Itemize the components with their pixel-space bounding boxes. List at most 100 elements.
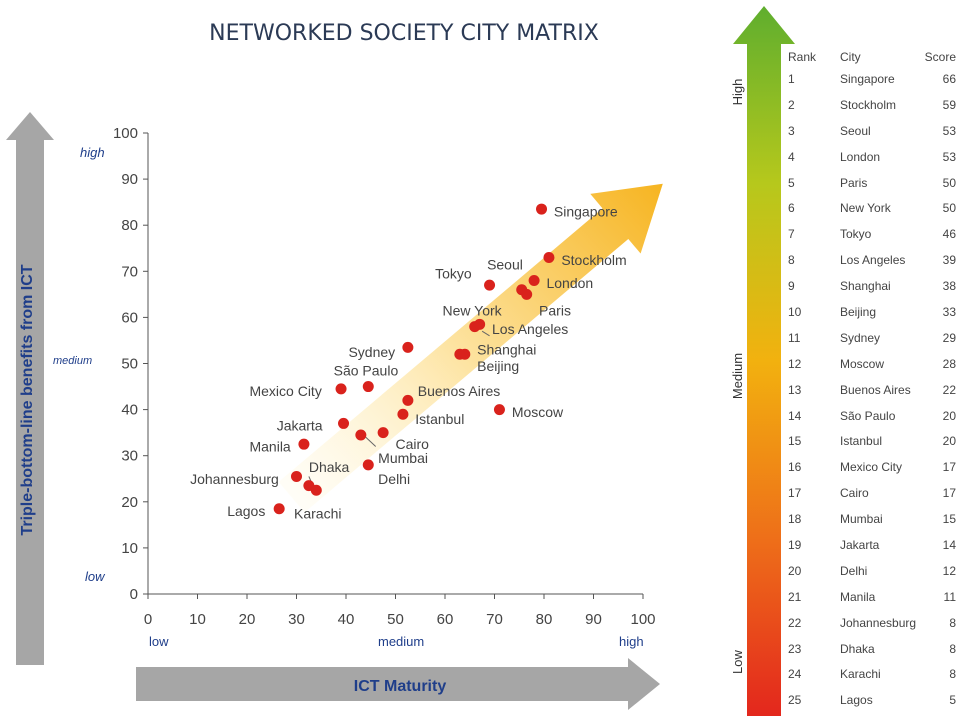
y-tick-label: 30	[121, 448, 138, 465]
city-cell: Jakarta	[840, 538, 880, 553]
rank-cell: 9	[788, 279, 795, 294]
chart-title: NETWORKED SOCIETY CITY MATRIX	[209, 21, 599, 46]
city-label: Tokyo	[435, 266, 472, 282]
city-point: Lagos	[273, 503, 285, 515]
city-point: Jakarta	[338, 417, 350, 429]
city-label: Seoul	[487, 256, 523, 272]
city-label: Stockholm	[561, 252, 626, 268]
rank-cell: 21	[788, 589, 802, 604]
city-cell: Shanghai	[840, 279, 891, 294]
score-cell: 66	[942, 72, 956, 86]
score-cell: 53	[942, 149, 956, 164]
city-label: Singapore	[554, 203, 618, 219]
city-label: Karachi	[294, 505, 341, 521]
y-tick-label: 100	[113, 125, 138, 142]
y-tick-label: 80	[121, 217, 138, 234]
score-cell: 50	[942, 201, 956, 216]
y-tick-label: 40	[121, 402, 138, 419]
rank-cell: 13	[788, 382, 802, 397]
x-axis-label: ICT Maturity	[354, 678, 447, 695]
y-tick-label: 0	[130, 586, 138, 603]
city-cell: Paris	[840, 175, 868, 190]
x-tick-label: 90	[585, 611, 602, 628]
ranking-row: 12 Moscow 28	[784, 355, 956, 381]
city-cell: Singapore	[840, 72, 895, 86]
city-point: Karachi	[310, 484, 322, 496]
score-cell: 22	[942, 382, 956, 397]
city-cell: Istanbul	[840, 434, 883, 449]
rank-cell: 2	[788, 97, 795, 112]
rank-cell: 7	[788, 227, 795, 242]
score-cell: 11	[943, 589, 956, 604]
x-level-low: low	[149, 634, 169, 649]
score-cell: 50	[942, 175, 956, 190]
city-cell: Sydney	[840, 330, 881, 345]
ranking-row: 13 Buenos Aires 22	[784, 381, 956, 407]
city-cell: Beijing	[840, 305, 877, 320]
x-tick-label: 10	[189, 611, 206, 628]
y-tick-label: 70	[121, 263, 138, 280]
score-cell: 53	[942, 123, 956, 138]
city-cell: London	[840, 149, 881, 164]
city-point: Sydney	[402, 341, 414, 353]
x-tick-label: 80	[536, 611, 553, 628]
ranking-row: 3 Seoul 53	[784, 122, 956, 148]
score-cell: 14	[942, 538, 956, 553]
score-scale-arrow	[733, 6, 795, 716]
y-level-medium: medium	[53, 355, 92, 367]
score-cell: 8	[949, 667, 956, 682]
ranking-row: 6 New York 50	[784, 199, 956, 225]
rank-cell: 6	[788, 201, 795, 216]
leader-line	[481, 330, 490, 337]
point-labels: SingaporeStockholmTokyoSeoulLondonParisN…	[190, 203, 627, 521]
city-point: Beijing	[459, 348, 471, 360]
city-cell: São Paulo	[840, 408, 896, 423]
city-label: Sydney	[348, 344, 395, 360]
ranking-rows: 1 Singapore 66 2 Stockholm 59 3 Seoul 53 4 London 5…	[784, 70, 956, 717]
city-cell: Los Angeles	[840, 253, 906, 268]
rank-cell: 11	[788, 330, 801, 345]
city-point: Buenos Aires	[402, 394, 414, 406]
rank-cell: 5	[788, 175, 795, 190]
city-point: Mumbai	[355, 429, 367, 441]
city-point: Mexico City	[335, 383, 347, 395]
score-header: Score	[924, 50, 956, 64]
ranking-header: Rank City Score	[784, 48, 956, 70]
city-label: Istanbul	[415, 411, 464, 427]
score-cell: 33	[942, 305, 956, 320]
city-point: Delhi	[362, 459, 374, 471]
city-label: Los Angeles	[492, 321, 568, 337]
city-label: Dhaka	[309, 459, 350, 475]
ranking-row: 10 Beijing 33	[784, 303, 956, 329]
rank-cell: 19	[788, 538, 802, 553]
ranking-row: 24 Karachi 8	[784, 665, 956, 691]
rank-cell: 15	[788, 434, 802, 449]
ranking-row: 16 Mexico City 17	[784, 458, 956, 484]
city-cell: Moscow	[840, 356, 885, 371]
city-point: Los Angeles	[474, 318, 486, 330]
rank-cell: 14	[788, 408, 802, 423]
city-label: Paris	[539, 302, 571, 318]
score-cell: 59	[942, 97, 956, 112]
ranking-table: Rank City Score 1 Singapore 66 2 Stockholm 59…	[784, 48, 956, 717]
y-level-high: high	[80, 145, 105, 160]
city-label: São Paulo	[334, 362, 399, 378]
city-label: Mexico City	[249, 383, 321, 399]
x-tick-label: 70	[486, 611, 503, 628]
city-label: Buenos Aires	[418, 383, 501, 399]
city-label: Mumbai	[378, 450, 428, 466]
rank-cell: 16	[788, 460, 802, 475]
rank-cell: 3	[788, 123, 795, 138]
city-cell: Seoul	[840, 123, 871, 138]
score-cell: 28	[942, 356, 956, 371]
city-label: Shanghai	[477, 342, 536, 358]
ranking-row: 9 Shanghai 38	[784, 277, 956, 303]
rank-cell: 1	[788, 72, 795, 86]
y-tick-label: 10	[121, 540, 138, 557]
ranking-row: 19 Jakarta 14	[784, 536, 956, 562]
x-tick-label: 40	[338, 611, 355, 628]
score-cell: 38	[942, 279, 956, 294]
city-label: Jakarta	[277, 418, 323, 434]
city-label: New York	[443, 302, 503, 318]
